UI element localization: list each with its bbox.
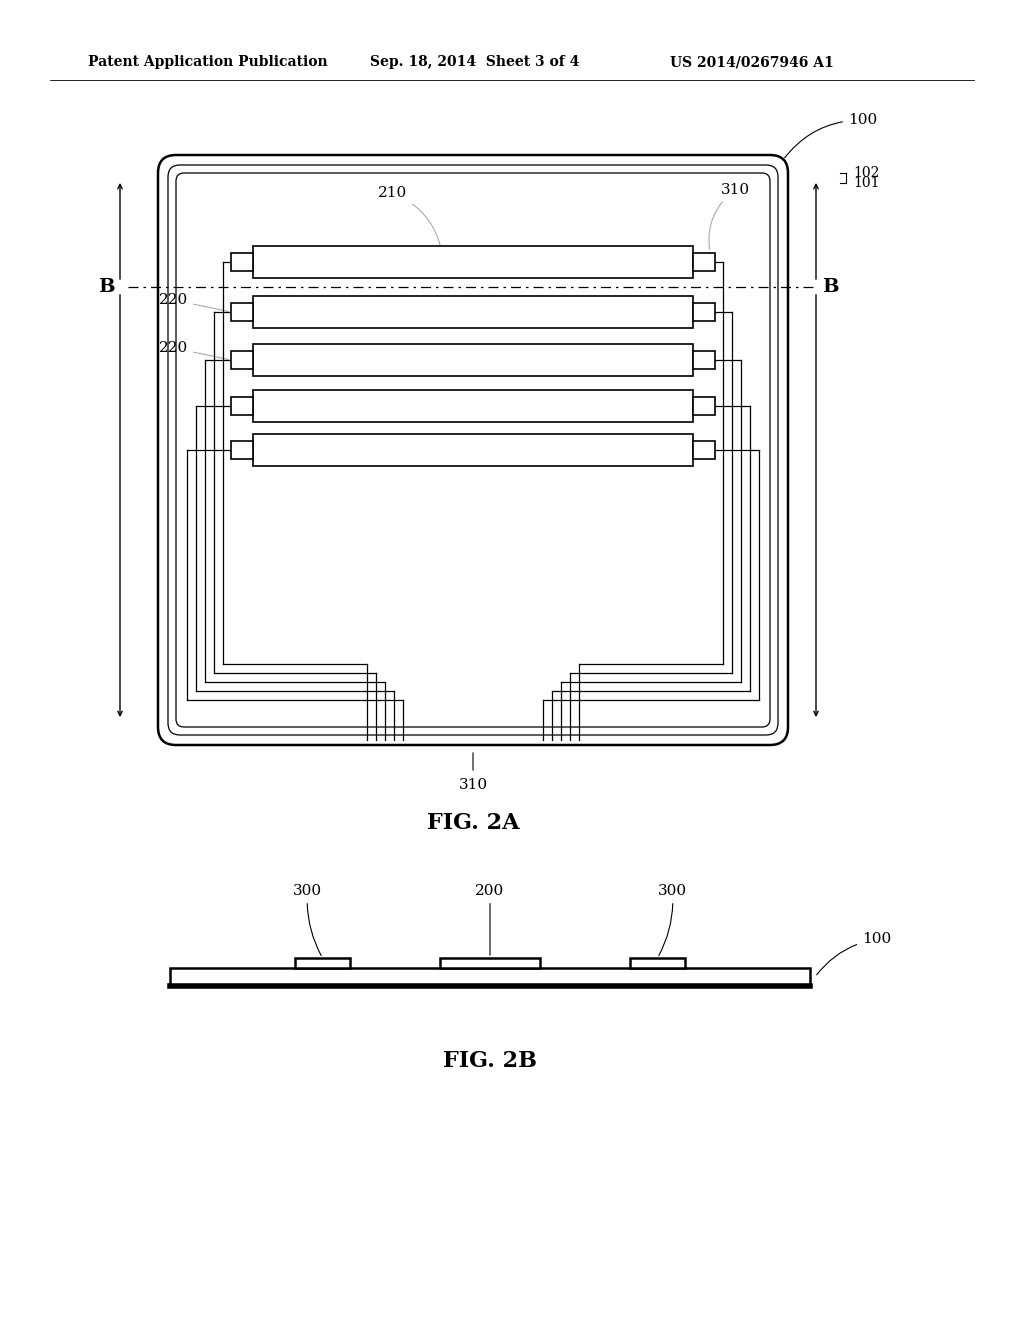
Bar bbox=[693, 253, 715, 271]
Text: B: B bbox=[821, 279, 839, 296]
Bar bbox=[170, 968, 810, 986]
Text: 300: 300 bbox=[293, 884, 323, 956]
Bar bbox=[630, 958, 685, 968]
Bar bbox=[693, 397, 715, 414]
Text: 100: 100 bbox=[817, 932, 891, 974]
Text: 220: 220 bbox=[159, 293, 228, 312]
Bar bbox=[693, 351, 715, 370]
Text: 210: 210 bbox=[379, 186, 442, 259]
Bar bbox=[253, 434, 693, 466]
Text: Patent Application Publication: Patent Application Publication bbox=[88, 55, 328, 69]
Bar bbox=[253, 345, 693, 376]
Bar bbox=[231, 351, 253, 370]
Bar bbox=[253, 296, 693, 327]
Bar bbox=[693, 304, 715, 321]
Bar bbox=[295, 958, 350, 968]
Text: 300: 300 bbox=[658, 884, 687, 956]
Bar bbox=[253, 246, 693, 279]
Text: 310: 310 bbox=[709, 183, 750, 249]
Bar bbox=[231, 441, 253, 459]
Text: US 2014/0267946 A1: US 2014/0267946 A1 bbox=[670, 55, 834, 69]
Text: 200: 200 bbox=[475, 884, 505, 956]
Text: B: B bbox=[97, 279, 115, 296]
Bar bbox=[693, 441, 715, 459]
Text: FIG. 2A: FIG. 2A bbox=[427, 812, 519, 834]
Text: 101: 101 bbox=[853, 176, 880, 190]
Bar bbox=[440, 958, 540, 968]
Bar bbox=[231, 397, 253, 414]
Text: 100: 100 bbox=[784, 114, 878, 158]
Bar bbox=[231, 253, 253, 271]
Text: Sep. 18, 2014  Sheet 3 of 4: Sep. 18, 2014 Sheet 3 of 4 bbox=[370, 55, 580, 69]
Bar bbox=[253, 389, 693, 422]
Bar bbox=[231, 304, 253, 321]
Text: 220: 220 bbox=[159, 341, 228, 359]
Text: 310: 310 bbox=[459, 777, 487, 792]
Text: FIG. 2B: FIG. 2B bbox=[443, 1049, 537, 1072]
FancyBboxPatch shape bbox=[158, 154, 788, 744]
Text: 102: 102 bbox=[853, 166, 880, 180]
